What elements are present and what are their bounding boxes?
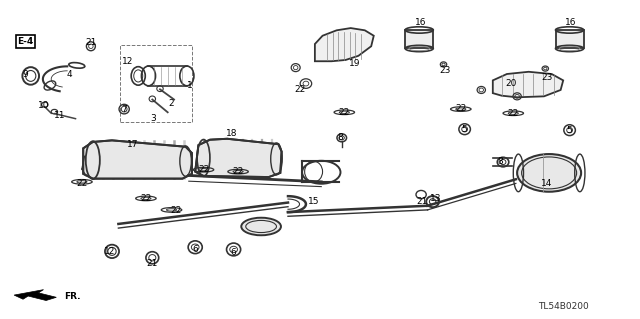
Text: 22: 22 <box>170 206 182 215</box>
Text: 21: 21 <box>417 197 428 206</box>
Text: 2: 2 <box>169 99 174 108</box>
Text: 21: 21 <box>85 38 97 47</box>
Text: 5: 5 <box>462 125 467 134</box>
Text: 12: 12 <box>122 57 134 66</box>
Text: 9: 9 <box>23 70 28 79</box>
Text: 4: 4 <box>67 70 72 78</box>
Text: 15: 15 <box>308 197 319 206</box>
Polygon shape <box>195 139 282 177</box>
Text: 8: 8 <box>337 133 342 142</box>
Polygon shape <box>315 28 374 61</box>
Text: 22: 22 <box>455 104 467 113</box>
Text: TL54B0200: TL54B0200 <box>538 302 589 311</box>
Text: 1: 1 <box>187 81 192 90</box>
Text: 16: 16 <box>415 18 426 27</box>
Text: 10: 10 <box>38 101 49 110</box>
Text: 8: 8 <box>498 157 503 166</box>
Text: 18: 18 <box>226 129 237 138</box>
Text: 22: 22 <box>232 167 244 176</box>
Text: 13: 13 <box>430 194 442 203</box>
Text: 22: 22 <box>140 194 152 203</box>
Bar <box>405 30 433 48</box>
Text: 3: 3 <box>151 114 156 123</box>
Polygon shape <box>83 140 192 179</box>
Text: 19: 19 <box>349 59 360 68</box>
Text: 22: 22 <box>294 85 305 94</box>
Bar <box>556 30 584 48</box>
Text: 14: 14 <box>541 179 552 188</box>
Text: 17: 17 <box>127 140 139 149</box>
Text: 12: 12 <box>104 247 116 256</box>
Text: 7: 7 <box>122 105 127 114</box>
Text: 21: 21 <box>147 259 158 268</box>
Polygon shape <box>14 290 56 300</box>
Text: 11: 11 <box>54 111 66 120</box>
Text: 22: 22 <box>339 108 350 117</box>
Text: 23: 23 <box>541 73 553 82</box>
Ellipse shape <box>517 154 581 192</box>
Text: 22: 22 <box>508 109 519 118</box>
Text: 6: 6 <box>231 248 236 256</box>
Text: 22: 22 <box>76 179 88 188</box>
Polygon shape <box>493 72 563 97</box>
Text: E-4: E-4 <box>17 37 34 46</box>
Text: 5: 5 <box>567 126 572 135</box>
Text: 16: 16 <box>564 18 576 27</box>
Bar <box>120 45 192 122</box>
Text: FR.: FR. <box>64 292 81 300</box>
Text: 6: 6 <box>193 245 198 254</box>
Text: 22: 22 <box>198 165 209 174</box>
Text: 20: 20 <box>505 79 516 88</box>
Text: 23: 23 <box>439 66 451 75</box>
Ellipse shape <box>241 218 281 235</box>
